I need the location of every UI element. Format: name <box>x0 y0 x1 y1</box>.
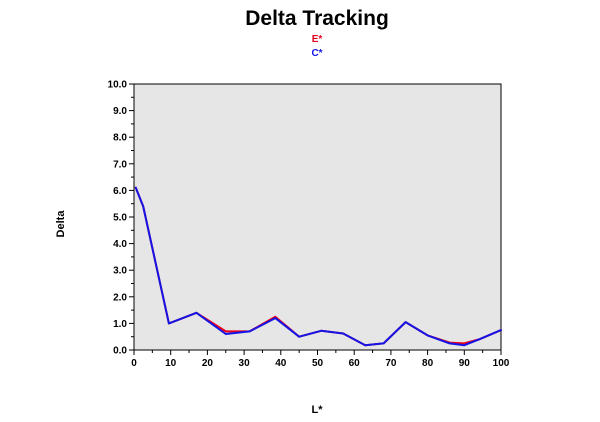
y-tick-label: 4.0 <box>113 239 127 250</box>
x-axis: 0 10 20 30 40 50 60 70 80 90 100 <box>131 349 510 369</box>
y-tick-label: 7.0 <box>113 159 127 170</box>
x-tick-label: 100 <box>493 358 510 369</box>
y-tick-label: 2.0 <box>113 292 127 303</box>
y-tick-label: 1.0 <box>113 319 127 330</box>
x-tick-label: 20 <box>202 358 214 369</box>
y-tick-label: 5.0 <box>113 213 127 224</box>
series-lines <box>134 186 502 347</box>
x-tick-label: 60 <box>349 358 361 369</box>
y-tick-label: 6.0 <box>113 186 127 197</box>
y-tick-label: 8.0 <box>113 133 127 144</box>
y-tick-label: 9.0 <box>113 106 127 117</box>
x-tick-label: 40 <box>275 358 287 369</box>
x-axis-title: L* <box>312 404 324 416</box>
x-tick-label: 0 <box>131 358 137 369</box>
chart-title: Delta Tracking <box>245 7 389 30</box>
y-axis-title: Delta <box>55 210 67 238</box>
y-tick-label: 10.0 <box>108 80 128 91</box>
y-tick-label: 0.0 <box>113 346 127 357</box>
x-tick-label: 70 <box>385 358 397 369</box>
x-tick-label: 50 <box>312 358 324 369</box>
plot-area <box>133 83 502 351</box>
legend-entry-c-star: C* <box>311 48 322 59</box>
x-tick-label: 30 <box>239 358 251 369</box>
series-line-c-star <box>134 186 502 347</box>
x-tick-label: 90 <box>459 358 471 369</box>
legend-entry-e-star: E* <box>312 34 323 45</box>
y-axis: 0.0 1.0 2.0 3.0 4.0 5.0 6.0 7.0 8.0 9.0 10.0 <box>108 80 135 357</box>
x-tick-label: 10 <box>165 358 177 369</box>
y-tick-label: 3.0 <box>113 266 127 277</box>
x-tick-label: 80 <box>422 358 434 369</box>
